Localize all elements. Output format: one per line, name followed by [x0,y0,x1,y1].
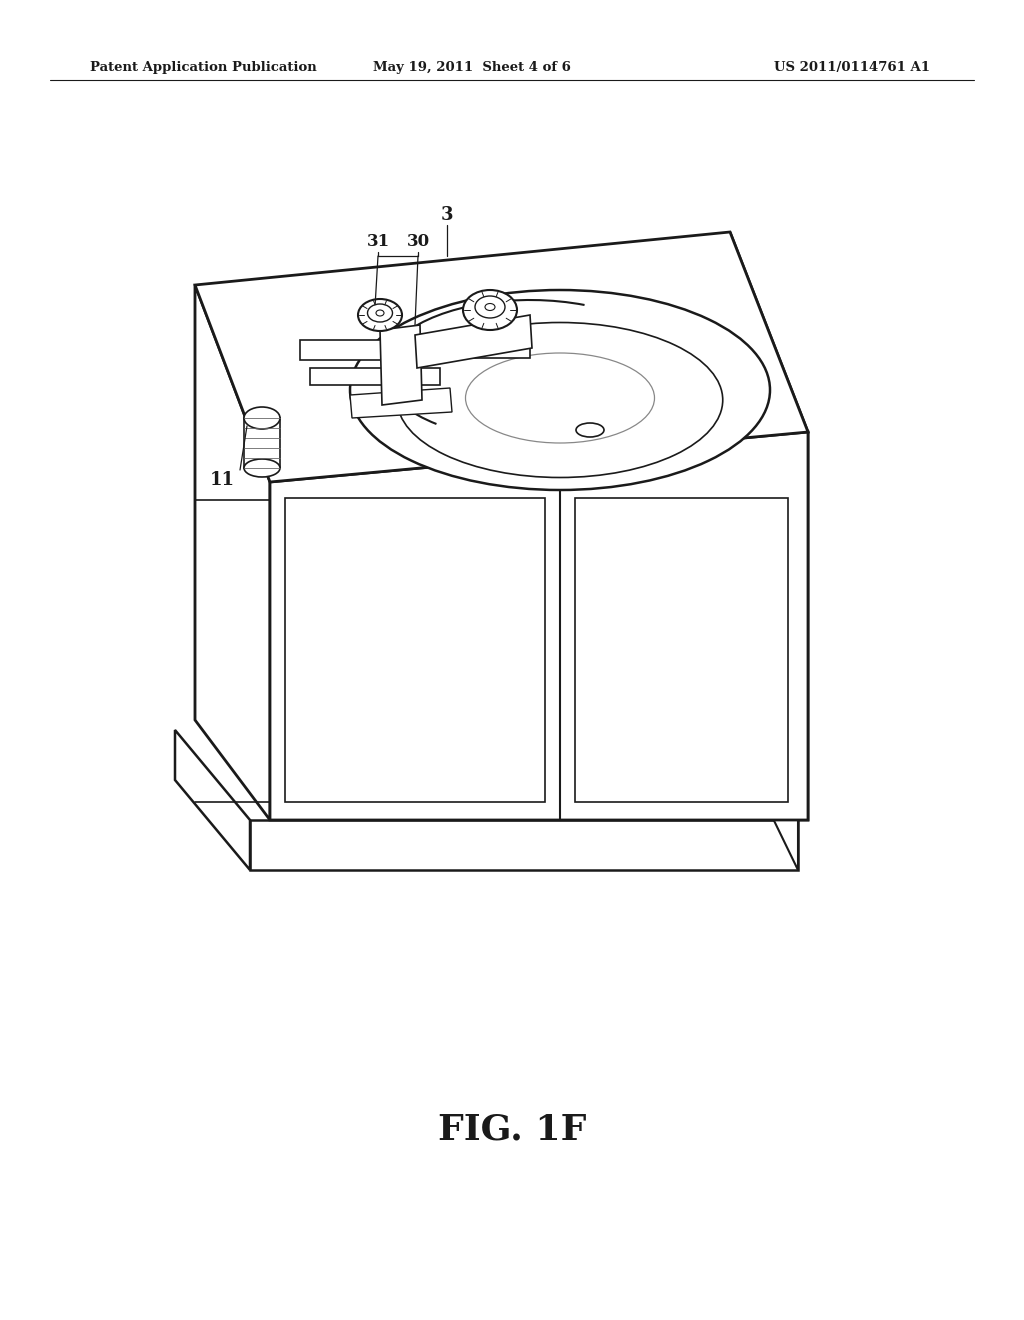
Polygon shape [350,388,452,418]
Text: US 2011/0114761 A1: US 2011/0114761 A1 [774,62,930,74]
Polygon shape [380,325,422,405]
Polygon shape [175,730,250,870]
Text: May 19, 2011  Sheet 4 of 6: May 19, 2011 Sheet 4 of 6 [373,62,571,74]
Ellipse shape [368,304,392,322]
Ellipse shape [475,296,505,318]
Ellipse shape [485,304,495,310]
Text: FIG. 1F: FIG. 1F [438,1113,586,1147]
Ellipse shape [358,300,402,331]
Polygon shape [730,682,798,870]
Polygon shape [415,315,532,368]
Text: 31: 31 [367,234,389,251]
Text: Patent Application Publication: Patent Application Publication [90,62,316,74]
Polygon shape [390,333,530,358]
Ellipse shape [244,407,280,429]
Polygon shape [310,368,440,385]
Polygon shape [730,232,808,820]
Ellipse shape [397,322,723,478]
Polygon shape [244,418,280,469]
Ellipse shape [244,459,280,477]
Ellipse shape [463,290,517,330]
Polygon shape [300,341,410,360]
Ellipse shape [376,310,384,315]
Text: 30: 30 [407,234,429,251]
Polygon shape [195,285,270,820]
Polygon shape [270,432,808,820]
Ellipse shape [575,422,604,437]
Polygon shape [250,820,798,870]
Ellipse shape [350,290,770,490]
Text: 3: 3 [440,206,454,224]
Polygon shape [195,232,808,482]
Text: 11: 11 [210,471,234,488]
